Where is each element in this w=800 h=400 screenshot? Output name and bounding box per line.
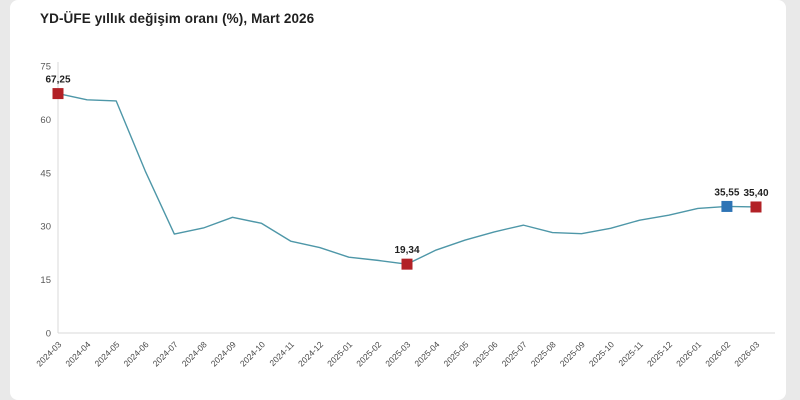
data-point-marker: [52, 88, 64, 100]
x-tick-label: 2026-02: [703, 339, 732, 368]
x-tick-label: 2024-08: [180, 339, 209, 368]
y-tick-label: 60: [40, 115, 51, 126]
x-tick-label: 2025-08: [529, 339, 558, 368]
x-tick-label: 2024-04: [63, 339, 92, 368]
x-tick-label: 2025-07: [500, 339, 529, 368]
y-tick-label: 0: [46, 329, 51, 340]
x-tick-label: 2025-12: [645, 339, 674, 368]
x-tick-label: 2026-01: [674, 339, 703, 368]
x-tick-label: 2024-11: [267, 339, 296, 368]
x-tick-label: 2025-04: [412, 339, 441, 368]
data-point-marker: [721, 200, 733, 212]
x-tick-label: 2025-01: [325, 339, 354, 368]
data-point-marker: [750, 201, 762, 213]
x-tick-label: 2024-06: [122, 339, 151, 368]
x-tick-label: 2025-10: [587, 339, 616, 368]
data-point-label: 19,34: [394, 245, 419, 256]
x-tick-label: 2025-09: [558, 339, 587, 368]
data-point-label: 35,40: [743, 188, 768, 199]
chart-title: YD-ÜFE yıllık değişim oranı (%), Mart 20…: [40, 11, 315, 26]
x-tick-label: 2024-12: [296, 339, 325, 368]
x-tick-label: 2025-11: [616, 339, 645, 368]
x-tick-label: 2026-03: [732, 339, 761, 368]
x-tick-label: 2025-02: [354, 339, 383, 368]
data-point-marker: [401, 258, 413, 270]
x-tick-label: 2024-09: [209, 339, 238, 368]
x-tick-label: 2024-05: [92, 339, 121, 368]
x-tick-label: 2024-03: [34, 339, 63, 368]
x-tick-label: 2024-10: [238, 339, 267, 368]
x-tick-label: 2024-07: [151, 339, 180, 368]
y-tick-label: 45: [40, 168, 51, 179]
x-tick-label: 2025-05: [441, 339, 470, 368]
data-point-label: 35,55: [714, 187, 739, 198]
y-tick-label: 30: [40, 222, 51, 233]
data-line: [57, 92, 757, 265]
y-tick-label: 75: [40, 62, 51, 73]
x-tick-label: 2025-03: [383, 339, 412, 368]
x-tick-label: 2025-06: [471, 339, 500, 368]
y-tick-label: 15: [40, 275, 51, 286]
data-point-label: 67,25: [45, 75, 70, 86]
